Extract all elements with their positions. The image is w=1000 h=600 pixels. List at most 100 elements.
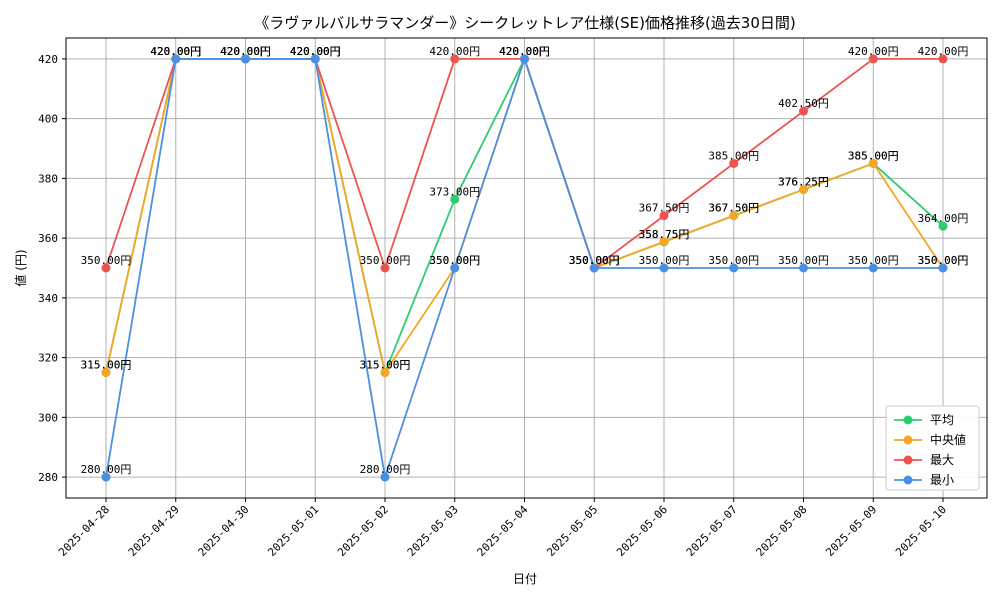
data-point xyxy=(659,237,669,247)
legend-item: 最小 xyxy=(894,473,954,487)
data-label: 350.00円 xyxy=(569,254,620,267)
data-label: 350.00円 xyxy=(778,254,829,267)
x-tick-label: 2025-05-08 xyxy=(754,503,810,559)
data-label: 358.75円 xyxy=(639,228,690,241)
x-tick-label: 2025-05-02 xyxy=(335,503,391,559)
y-tick-label: 320 xyxy=(38,352,58,365)
data-label: 420.00円 xyxy=(150,45,201,58)
data-point xyxy=(799,263,808,273)
data-label: 315.00円 xyxy=(360,359,411,372)
data-label: 420.00円 xyxy=(220,45,271,58)
legend-swatch-marker xyxy=(903,475,913,485)
data-label: 420.00円 xyxy=(150,45,201,58)
x-tick-label: 2025-05-01 xyxy=(265,503,321,559)
y-axis-label: 値 (円) xyxy=(13,249,28,286)
x-tick-label: 2025-04-29 xyxy=(126,503,182,559)
data-label: 364.00円 xyxy=(918,212,969,225)
x-tick-label: 2025-05-06 xyxy=(614,503,670,559)
data-label: 350.00円 xyxy=(708,254,759,267)
data-point xyxy=(450,194,460,204)
data-label: 385.00円 xyxy=(708,149,759,162)
data-label: 350.00円 xyxy=(639,254,690,267)
y-tick-label: 360 xyxy=(38,232,58,245)
y-axis: 280 300 320 340 360 380 400 420 xyxy=(38,53,66,484)
legend-swatch-marker xyxy=(903,415,913,425)
data-label: 350.00円 xyxy=(918,254,969,267)
data-label: 420.00円 xyxy=(848,45,899,58)
x-tick-label: 2025-05-07 xyxy=(684,503,740,559)
data-label: 420.00円 xyxy=(220,45,271,58)
data-point xyxy=(450,263,460,273)
data-label: 420.00円 xyxy=(220,45,271,58)
y-tick-label: 340 xyxy=(38,292,58,305)
data-label: 350.00円 xyxy=(848,254,899,267)
data-point xyxy=(380,368,390,378)
data-point xyxy=(659,263,669,273)
data-label: 376.25円 xyxy=(778,176,829,189)
x-tick-label: 2025-05-03 xyxy=(405,503,461,559)
series-3 xyxy=(101,54,948,482)
data-point xyxy=(938,54,948,64)
data-point xyxy=(101,263,111,273)
data-label: 350.00円 xyxy=(429,254,480,267)
legend-label: 最大 xyxy=(930,453,954,467)
data-label: 280.00円 xyxy=(360,463,411,476)
data-point xyxy=(938,263,948,273)
x-tick-label: 2025-04-30 xyxy=(196,503,252,559)
data-label: 385.00円 xyxy=(848,149,899,162)
data-label: 420.00円 xyxy=(290,45,341,58)
legend-label: 最小 xyxy=(930,473,954,487)
x-tick-label: 2025-04-28 xyxy=(56,503,112,559)
data-label: 350.00円 xyxy=(918,254,969,267)
data-label: 350.00円 xyxy=(569,254,620,267)
data-point xyxy=(729,263,739,273)
data-point xyxy=(380,263,390,273)
data-point xyxy=(868,158,878,168)
y-tick-label: 420 xyxy=(38,53,58,66)
data-label: 420.00円 xyxy=(918,45,969,58)
data-label: 420.00円 xyxy=(499,45,550,58)
y-tick-label: 300 xyxy=(38,411,58,424)
legend-label: 中央値 xyxy=(930,432,966,447)
data-label: 350.00円 xyxy=(429,254,480,267)
legend-item: 中央値 xyxy=(894,432,966,447)
data-label: 367.50円 xyxy=(639,202,690,215)
data-label: 350.00円 xyxy=(81,254,132,267)
data-label: 420.00円 xyxy=(150,45,201,58)
x-tick-label: 2025-05-05 xyxy=(544,503,600,559)
data-point xyxy=(938,221,948,231)
data-point xyxy=(729,158,739,168)
data-label: 420.00円 xyxy=(499,45,550,58)
data-point xyxy=(729,211,739,221)
data-label: 315.00円 xyxy=(81,359,132,372)
legend-swatch-marker xyxy=(903,435,913,445)
y-tick-label: 400 xyxy=(38,113,58,126)
data-point xyxy=(101,368,111,378)
data-point xyxy=(310,54,320,64)
legend-label: 平均 xyxy=(930,413,954,427)
data-label: 420.00円 xyxy=(290,45,341,58)
y-tick-label: 280 xyxy=(38,471,58,484)
data-point xyxy=(380,472,390,482)
series-lines xyxy=(101,54,948,482)
data-label: 358.75円 xyxy=(639,228,690,241)
data-label: 420.00円 xyxy=(220,45,271,58)
chart-title: 《ラヴァルバルサラマンダー》シークレットレア仕様(SE)価格推移(過去30日間) xyxy=(254,14,796,32)
data-label: 350.00円 xyxy=(569,254,620,267)
legend-item: 平均 xyxy=(894,413,954,427)
data-label: 402.50円 xyxy=(778,97,829,110)
data-point xyxy=(589,263,599,273)
data-point xyxy=(241,54,250,64)
data-label: 280.00円 xyxy=(81,463,132,476)
data-label: 367.50円 xyxy=(708,202,759,215)
data-label: 420.00円 xyxy=(429,45,480,58)
data-label: 385.00円 xyxy=(848,149,899,162)
data-point xyxy=(101,472,111,482)
data-point xyxy=(171,54,181,64)
data-label: 373.00円 xyxy=(429,185,480,198)
data-point xyxy=(659,211,669,221)
data-label: 350.00円 xyxy=(569,254,620,267)
data-point xyxy=(450,54,460,64)
